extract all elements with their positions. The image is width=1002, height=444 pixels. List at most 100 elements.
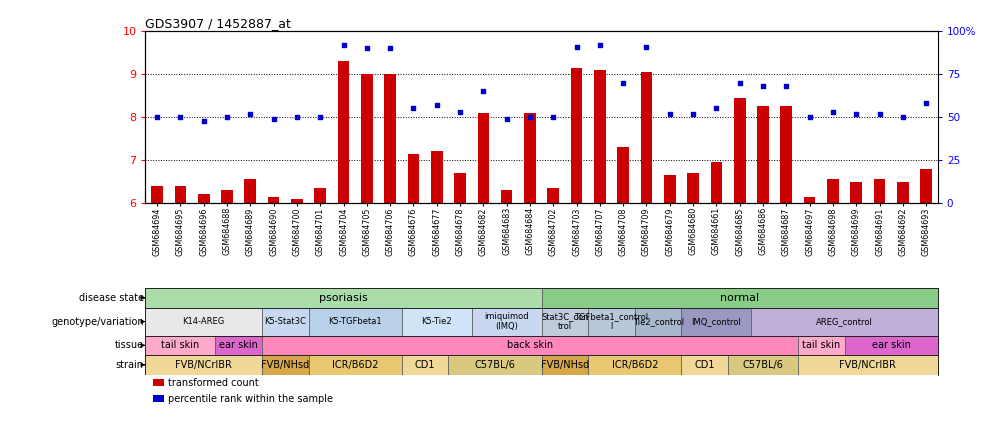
Text: IMQ_control: IMQ_control xyxy=(690,317,740,326)
Bar xyxy=(262,336,798,355)
Text: imiquimod
(IMQ): imiquimod (IMQ) xyxy=(484,312,528,331)
Point xyxy=(614,79,630,86)
Text: Tie2_control: Tie2_control xyxy=(632,317,683,326)
Text: Stat3C_con
trol: Stat3C_con trol xyxy=(541,312,588,331)
Point xyxy=(778,83,794,90)
Point xyxy=(894,114,910,121)
Point xyxy=(382,45,398,52)
Bar xyxy=(407,154,419,203)
Text: C57BL/6: C57BL/6 xyxy=(474,360,515,370)
Text: ear skin: ear skin xyxy=(871,341,910,350)
Bar xyxy=(680,355,727,375)
Bar xyxy=(733,98,744,203)
Bar xyxy=(151,186,162,203)
Text: FVB/NCrIBR: FVB/NCrIBR xyxy=(839,360,896,370)
Text: CD1: CD1 xyxy=(415,360,435,370)
Text: tissue: tissue xyxy=(114,341,143,350)
Text: FVB/NCrIBR: FVB/NCrIBR xyxy=(175,360,231,370)
Bar xyxy=(541,308,587,336)
Point xyxy=(289,114,305,121)
Bar xyxy=(547,188,558,203)
Bar xyxy=(750,308,937,336)
Bar xyxy=(587,355,680,375)
Point xyxy=(661,110,677,117)
Text: tail skin: tail skin xyxy=(802,341,840,350)
Bar xyxy=(262,355,309,375)
Bar xyxy=(709,162,721,203)
Bar xyxy=(593,70,605,203)
Text: psoriasis: psoriasis xyxy=(319,293,368,303)
Bar xyxy=(873,179,885,203)
Point xyxy=(475,88,491,95)
Bar xyxy=(827,179,838,203)
Bar xyxy=(798,336,844,355)
Bar xyxy=(500,190,512,203)
Point xyxy=(824,108,840,115)
Bar xyxy=(920,169,931,203)
Point xyxy=(312,114,328,121)
Point xyxy=(871,110,887,117)
Text: TGFbeta1_control
l: TGFbeta1_control l xyxy=(574,312,648,331)
Bar xyxy=(844,336,937,355)
Bar xyxy=(587,308,634,336)
Bar xyxy=(291,199,303,203)
Bar xyxy=(541,355,587,375)
Bar xyxy=(640,72,651,203)
Bar xyxy=(617,147,628,203)
Bar xyxy=(244,179,256,203)
Point xyxy=(498,115,514,123)
Point xyxy=(684,110,700,117)
Bar xyxy=(541,288,937,308)
Bar xyxy=(262,308,309,336)
Bar xyxy=(314,188,326,203)
Bar xyxy=(896,182,908,203)
Bar xyxy=(153,379,163,386)
Bar xyxy=(780,106,792,203)
Text: strain: strain xyxy=(116,360,143,370)
Text: tail skin: tail skin xyxy=(161,341,199,350)
Bar xyxy=(454,173,465,203)
Text: ICR/B6D2: ICR/B6D2 xyxy=(332,360,378,370)
Bar xyxy=(402,355,448,375)
Text: CD1: CD1 xyxy=(693,360,714,370)
Bar xyxy=(197,194,209,203)
Bar xyxy=(471,308,541,336)
Text: percentile rank within the sample: percentile rank within the sample xyxy=(167,393,333,404)
Text: K5-Tie2: K5-Tie2 xyxy=(421,317,452,326)
Point xyxy=(405,105,421,112)
Point xyxy=(218,114,234,121)
Point xyxy=(638,43,654,50)
Text: K14-AREG: K14-AREG xyxy=(182,317,224,326)
Bar xyxy=(798,355,937,375)
Bar xyxy=(338,61,349,203)
Bar xyxy=(850,182,861,203)
Bar xyxy=(634,308,680,336)
Text: FVB/NHsd: FVB/NHsd xyxy=(261,360,309,370)
Point xyxy=(731,79,747,86)
Bar xyxy=(757,106,769,203)
Text: normal: normal xyxy=(719,293,759,303)
Bar xyxy=(268,197,280,203)
Point xyxy=(707,105,723,112)
Point xyxy=(266,115,282,123)
Bar xyxy=(221,190,232,203)
Bar xyxy=(309,308,402,336)
Bar xyxy=(145,355,262,375)
Bar xyxy=(477,113,489,203)
Bar xyxy=(174,186,186,203)
Point xyxy=(336,41,352,48)
Bar xyxy=(309,355,402,375)
Bar xyxy=(145,308,262,336)
Point xyxy=(521,114,537,121)
Bar xyxy=(448,355,541,375)
Text: GDS3907 / 1452887_at: GDS3907 / 1452887_at xyxy=(145,17,291,30)
Point xyxy=(242,110,259,117)
Text: ear skin: ear skin xyxy=(219,341,258,350)
Point xyxy=(452,108,468,115)
Text: K5-Stat3C: K5-Stat3C xyxy=(265,317,306,326)
Bar xyxy=(570,67,582,203)
Point xyxy=(172,114,188,121)
Text: C57BL/6: C57BL/6 xyxy=(741,360,783,370)
Text: disease state: disease state xyxy=(78,293,143,303)
Bar xyxy=(803,197,815,203)
